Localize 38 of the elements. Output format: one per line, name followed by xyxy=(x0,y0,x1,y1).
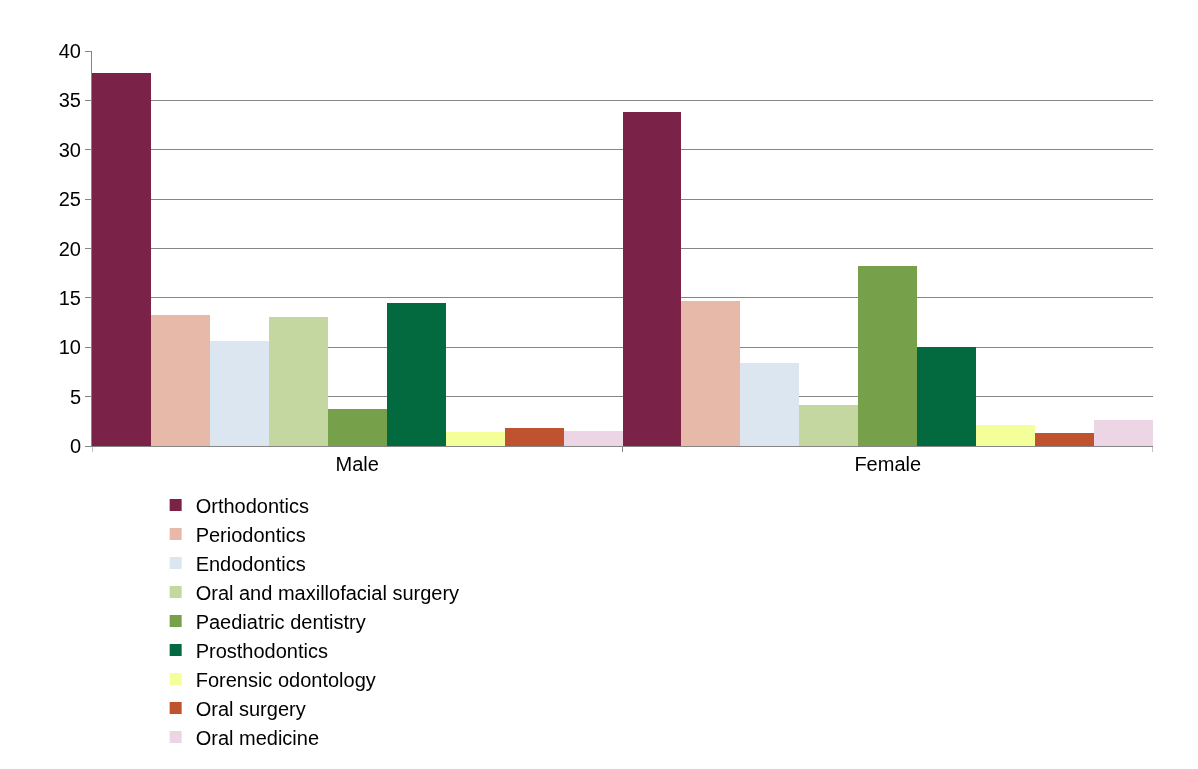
legend-label: Periodontics xyxy=(195,523,306,546)
bar xyxy=(799,405,858,446)
legend-label: Paediatric dentistry xyxy=(195,610,366,633)
x-tick-label: Male xyxy=(335,453,379,475)
legend-label: Forensic odontology xyxy=(195,668,376,691)
legend-label: Oral medicine xyxy=(195,726,320,749)
bar xyxy=(328,409,387,446)
bar xyxy=(681,301,740,446)
bar xyxy=(858,266,917,446)
bar xyxy=(92,73,151,446)
legend-label: Endodontics xyxy=(195,552,306,575)
bar xyxy=(505,428,564,446)
y-tick-label: 0 xyxy=(69,435,81,457)
x-tick-label: Female xyxy=(854,453,922,475)
legend-label: Orthodontics xyxy=(195,494,310,517)
bar xyxy=(1094,420,1153,446)
y-tick-label: 35 xyxy=(58,89,81,112)
legend-label: Oral and maxillofacial surgery xyxy=(195,581,460,604)
y-tick-label: 40 xyxy=(58,40,81,62)
bar xyxy=(151,315,210,446)
bar xyxy=(210,341,269,446)
y-tick-label: 5 xyxy=(69,385,81,408)
bar xyxy=(740,363,799,446)
y-tick-label: 15 xyxy=(58,286,81,309)
legend-label: Oral surgery xyxy=(195,697,306,720)
y-tick-label: 10 xyxy=(58,336,81,359)
y-tick-label: 25 xyxy=(58,188,81,211)
bar xyxy=(269,317,328,446)
legend-label: Prosthodontics xyxy=(195,639,328,662)
bar xyxy=(387,303,446,446)
bar xyxy=(623,112,681,446)
bar xyxy=(976,425,1035,446)
bar xyxy=(564,431,623,446)
bar xyxy=(446,432,505,446)
y-tick-label: 30 xyxy=(58,138,81,161)
bar xyxy=(917,347,976,446)
y-tick-label: 20 xyxy=(58,237,81,260)
bar xyxy=(1035,433,1094,446)
